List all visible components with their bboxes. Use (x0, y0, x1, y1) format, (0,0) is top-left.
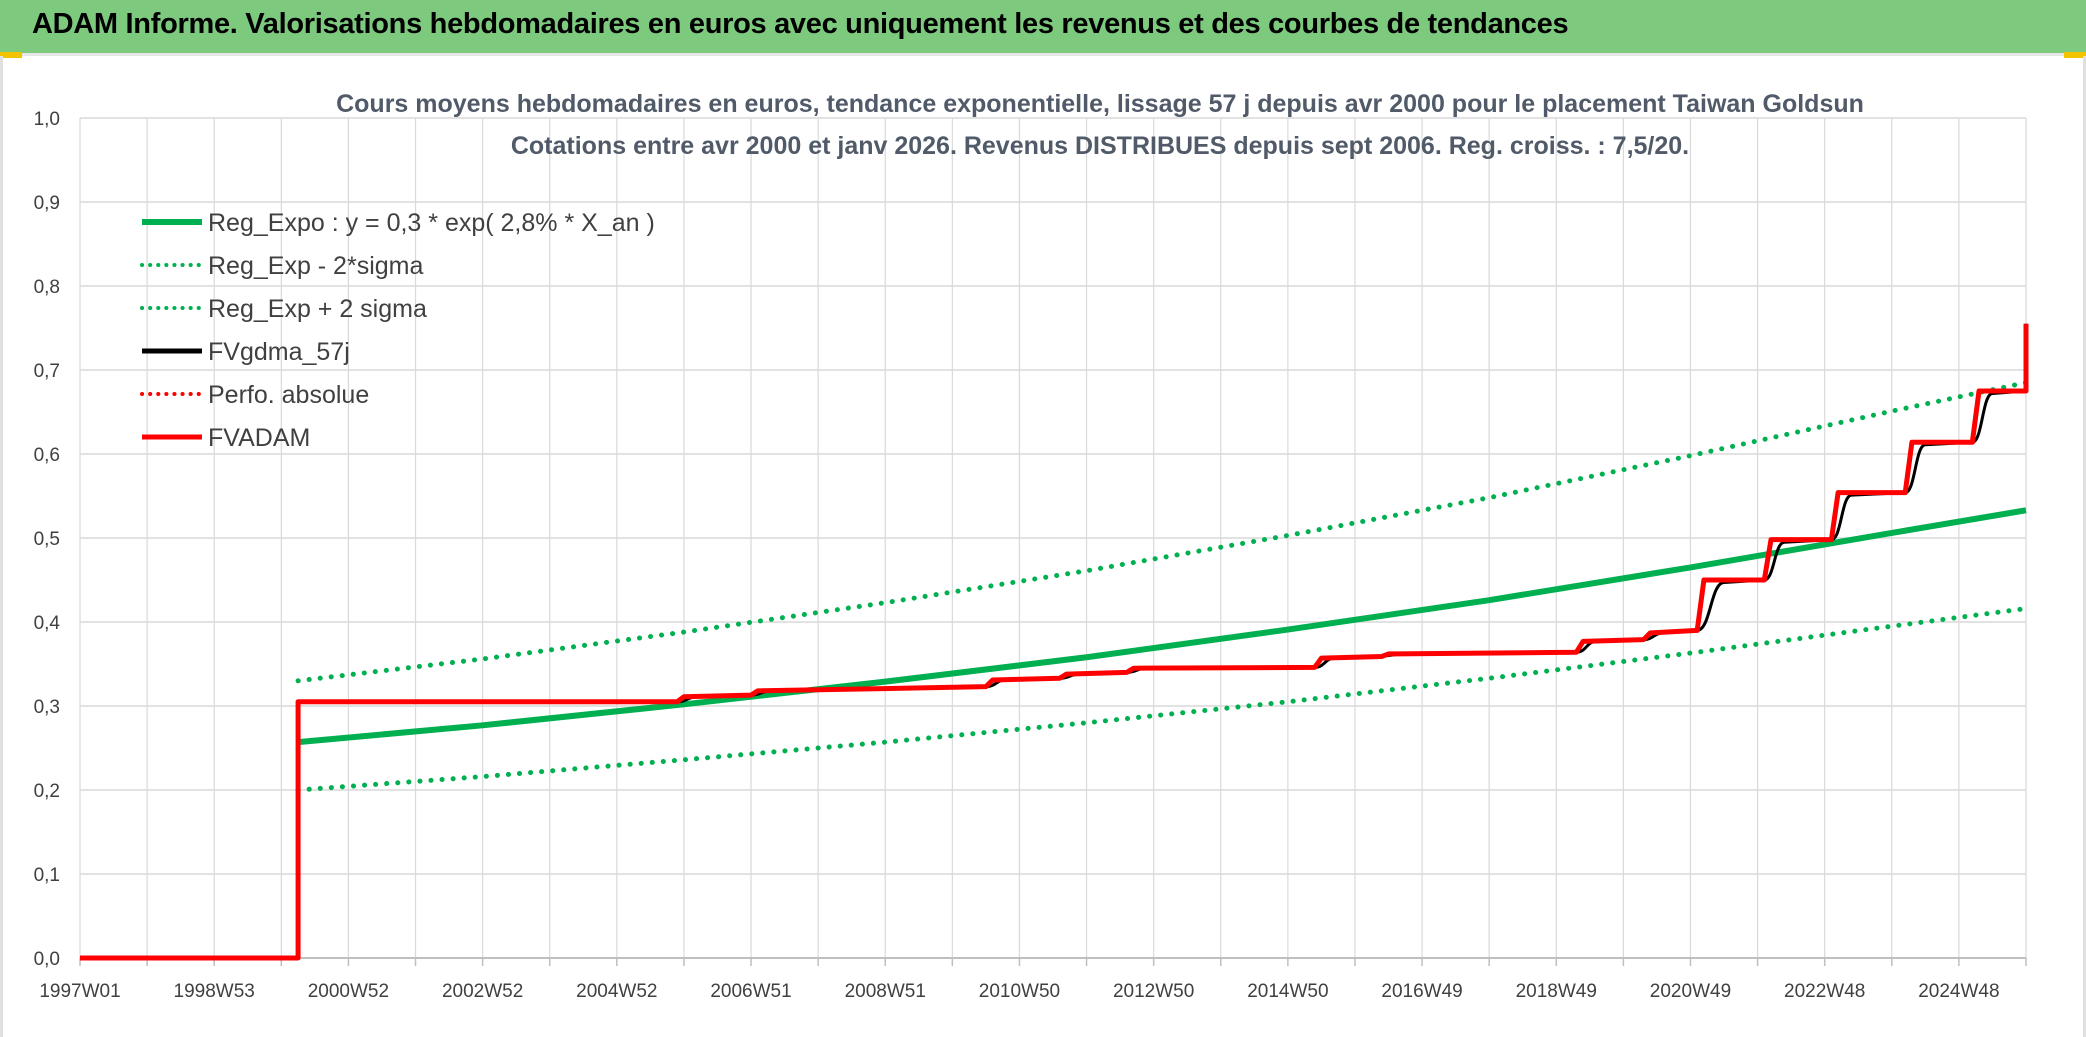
header-bar: ADAM Informe. Valorisations hebdomadaire… (0, 0, 2086, 56)
series-line-2 (297, 507, 2027, 746)
y-tick-label: 0,4 (34, 613, 61, 634)
y-tick-label: 0,9 (34, 193, 60, 214)
x-tick-label: 2024W48 (1918, 981, 1999, 1002)
legend-label: FVgdma_57j (208, 338, 350, 366)
y-tick-label: 0,3 (34, 697, 60, 718)
grid-layer (79, 117, 2027, 959)
title-layer: Cours moyens hebdomadaires en euros, ten… (336, 90, 1864, 160)
series-line-5 (80, 323, 2029, 961)
y-tick-label: 0,7 (34, 361, 60, 382)
legend-label: Reg_Exp + 2 sigma (208, 295, 427, 323)
x-tick-label: 2000W52 (308, 981, 389, 1002)
series-line-3 (80, 323, 2028, 960)
x-tick-label: 2006W51 (710, 981, 791, 1002)
x-tick-label: 2018W49 (1516, 981, 1597, 1002)
legend: Reg_Expo : y = 0,3 * exp( 2,8% * X_an ) R… (140, 209, 655, 452)
y-tick-label: 0,2 (34, 781, 60, 802)
x-tick-label: 2016W49 (1381, 981, 1462, 1002)
x-tick-label: 2010W50 (979, 981, 1060, 1002)
x-tick-label: 1998W53 (174, 981, 255, 1002)
y-tick-label: 0,6 (34, 445, 60, 466)
series-line-1 (295, 380, 2029, 684)
series-layer (80, 323, 2029, 961)
x-tick-label: 2014W50 (1247, 981, 1328, 1002)
y-tick-label: 0,5 (34, 529, 60, 550)
y-tick-label: 0,0 (34, 949, 60, 970)
series-line-0 (295, 606, 2029, 793)
legend-label: Reg_Exp - 2*sigma (208, 252, 423, 280)
page-title: ADAM Informe. Valorisations hebdomadaire… (32, 8, 1569, 40)
corner-marker-left (0, 52, 22, 58)
chart-subtitle: Cotations entre avr 2000 et janv 2026. R… (511, 132, 1689, 160)
legend-label: Perfo. absolue (208, 381, 369, 409)
chart-title: Cours moyens hebdomadaires en euros, ten… (336, 90, 1864, 118)
x-tick-label: 2004W52 (576, 981, 657, 1002)
x-tick-label: 2020W49 (1650, 981, 1731, 1002)
chart-frame (0, 56, 2086, 1037)
y-tick-label: 0,1 (34, 865, 60, 886)
x-tick-label: 2012W50 (1113, 981, 1194, 1002)
x-tick-label: 1997W01 (39, 981, 120, 1002)
x-tick-label: 2008W51 (845, 981, 926, 1002)
legend-label: Reg_Expo : y = 0,3 * exp( 2,8% * X_an ) (208, 209, 655, 237)
y-tick-label: 0,8 (34, 277, 60, 298)
axis-layer: 0,0 0,1 0,2 0,3 0,4 0,5 0,6 0,7 0,8 0,9 1,0 1997W01… (34, 109, 2027, 1002)
x-tick-label: 2002W52 (442, 981, 523, 1002)
legend-label: FVADAM (208, 424, 310, 452)
corner-marker-right (2064, 52, 2086, 58)
y-tick-label: 1,0 (34, 109, 60, 130)
x-tick-label: 2022W48 (1784, 981, 1865, 1002)
